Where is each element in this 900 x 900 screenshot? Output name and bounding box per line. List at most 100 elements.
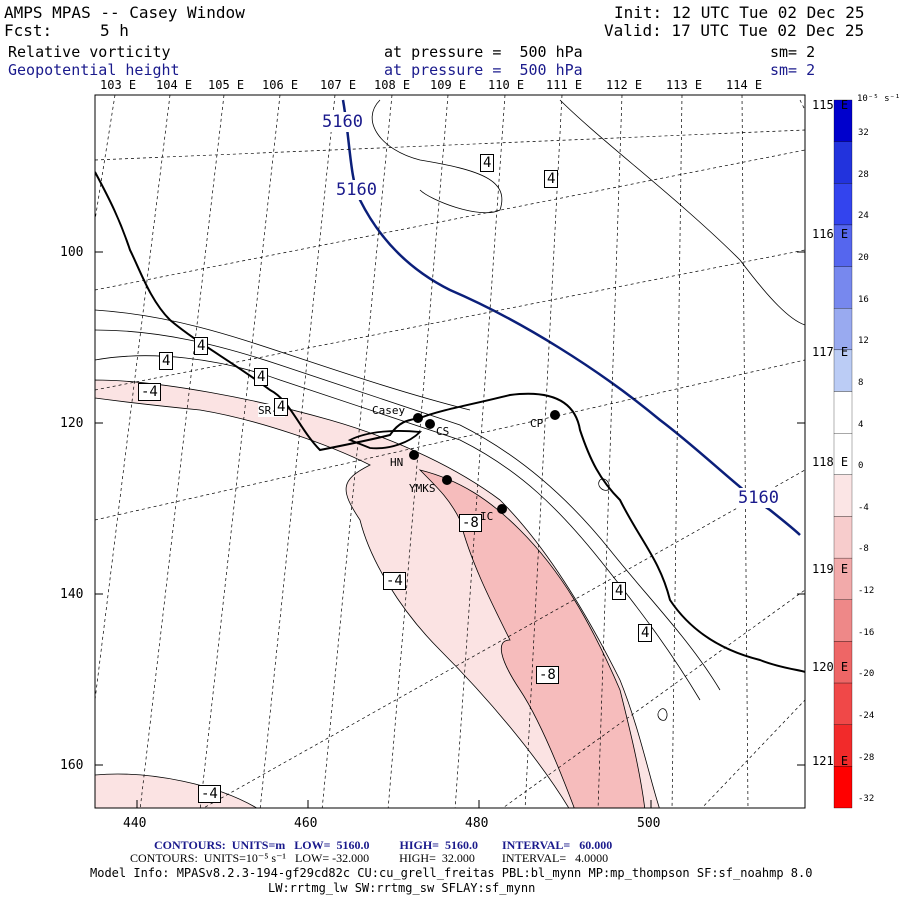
colorbar-tick-label: 4 bbox=[858, 419, 864, 430]
vort-label: 4 bbox=[480, 154, 495, 172]
vort-label: -8 bbox=[536, 666, 559, 684]
vort-label: 4 bbox=[254, 368, 269, 386]
station-marker bbox=[425, 419, 435, 429]
vort-label: -4 bbox=[138, 383, 161, 401]
x-tick-label: 500 bbox=[637, 816, 661, 831]
vort-shade-minus4 bbox=[95, 379, 660, 808]
x-tick-label: 460 bbox=[294, 816, 318, 831]
colorbar-unit: 10⁻⁵ s⁻¹ bbox=[857, 94, 900, 104]
footer-physics-info: LW:rrtmg_lw SW:rrtmg_sw SFLAY:sf_mynn bbox=[268, 881, 536, 895]
colorbar-tick-label: -20 bbox=[858, 669, 875, 680]
lon-label: 108 E bbox=[374, 78, 411, 92]
fcst-label: Fcst: bbox=[4, 21, 53, 40]
lon-label: 112 E bbox=[606, 78, 643, 92]
chart-title: AMPS MPAS -- Casey Window bbox=[4, 3, 245, 22]
vort-label: 4 bbox=[638, 624, 653, 642]
y-tick-label: 160 bbox=[60, 758, 84, 773]
colorbar-tick-label: 12 bbox=[858, 336, 869, 347]
colorbar-swatch bbox=[833, 516, 853, 559]
lon-label: 104 E bbox=[156, 78, 193, 92]
colorbar-tick-label: 20 bbox=[858, 252, 869, 263]
footer-model-info: Model Info: MPASv8.2.3-194-gf29cd82c CU:… bbox=[90, 866, 813, 880]
colorbar-swatch bbox=[833, 682, 853, 725]
vort-label: -4 bbox=[198, 785, 221, 803]
vort-label: 4 bbox=[274, 398, 289, 416]
colorbar-swatch bbox=[833, 766, 853, 809]
x-tick-label: 480 bbox=[465, 816, 489, 831]
station-marker bbox=[550, 410, 560, 420]
field1-smoothing: sm= 2 bbox=[770, 43, 816, 61]
colorbar-tick-label: 0 bbox=[858, 461, 864, 472]
colorbar-swatch bbox=[833, 183, 853, 226]
vort-label: 4 bbox=[612, 582, 627, 600]
station-marker bbox=[413, 413, 423, 423]
lat-label: 117 E bbox=[812, 345, 849, 359]
station-marker bbox=[442, 475, 452, 485]
vort-label: 4 bbox=[544, 170, 559, 188]
colorbar-tick-label: 8 bbox=[858, 377, 864, 388]
vort-label: 4 bbox=[194, 337, 209, 355]
colorbar-tick-label: -8 bbox=[858, 544, 869, 555]
lat-label: 116 E bbox=[812, 227, 849, 241]
x-tick-label: 440 bbox=[123, 816, 147, 831]
fcst-value: 5 h bbox=[100, 21, 129, 40]
lon-label: 111 E bbox=[546, 78, 583, 92]
station-label-hn: HN bbox=[390, 456, 404, 469]
lon-label: 106 E bbox=[262, 78, 299, 92]
field2-smoothing: sm= 2 bbox=[770, 61, 816, 79]
y-tick-label: 120 bbox=[60, 416, 84, 431]
colorbar-tick-label: 32 bbox=[858, 128, 869, 138]
height-label: 5160 bbox=[738, 488, 779, 508]
colorbar-swatch bbox=[833, 599, 853, 642]
field2-name: Geopotential height bbox=[8, 61, 180, 79]
lat-label: 118 E bbox=[812, 455, 849, 469]
colorbar-swatch bbox=[833, 141, 853, 184]
colorbar-swatch bbox=[833, 266, 853, 309]
station-marker bbox=[497, 504, 507, 514]
station-label-cs: CS bbox=[436, 425, 450, 438]
height-label: 5160 bbox=[336, 180, 377, 200]
valid-time: Valid: 17 UTC Tue 02 Dec 25 bbox=[604, 21, 865, 40]
vort-shade-minus8 bbox=[418, 469, 646, 808]
footer-vort-contours: CONTOURS: UNITS=10⁻⁵ s⁻¹ LOW= -32.000 HI… bbox=[130, 851, 609, 865]
colorbar-tick-label: -4 bbox=[858, 502, 869, 513]
vort-label: -8 bbox=[459, 514, 482, 532]
colorbar-tick-label: -16 bbox=[858, 627, 875, 638]
colorbar-tick-label: 16 bbox=[858, 294, 869, 305]
colorbar bbox=[833, 99, 853, 809]
station-label-ymks: YMKS bbox=[409, 482, 436, 495]
station-marker bbox=[409, 450, 419, 460]
colorbar-tick-label: -12 bbox=[858, 586, 875, 597]
field1-name: Relative vorticity bbox=[8, 43, 171, 61]
colorbar-swatch bbox=[833, 391, 853, 434]
lat-label: 121 E bbox=[812, 754, 849, 768]
colorbar-swatch bbox=[833, 474, 853, 517]
plot-frame bbox=[94, 94, 806, 809]
lon-label: 109 E bbox=[430, 78, 467, 92]
station-label-cp: CP bbox=[530, 417, 544, 430]
lon-label: 114 E bbox=[726, 78, 763, 92]
y-tick-label: 100 bbox=[60, 245, 84, 260]
lat-label: 115 E bbox=[812, 98, 849, 112]
colorbar-swatch bbox=[833, 308, 853, 351]
y-tick-label: 140 bbox=[60, 587, 84, 602]
field1-level: at pressure = 500 hPa bbox=[384, 43, 583, 61]
lon-label: 103 E bbox=[100, 78, 137, 92]
lon-label: 110 E bbox=[488, 78, 525, 92]
vort-shade-minus4-south bbox=[95, 773, 258, 808]
colorbar-tick-label: 28 bbox=[858, 169, 869, 180]
lat-label: 120 E bbox=[812, 660, 849, 674]
vort-label: 4 bbox=[159, 352, 174, 370]
footer-height-contours: CONTOURS: UNITS=m LOW= 5160.0 HIGH= 5160… bbox=[154, 838, 613, 852]
colorbar-tick-label: -28 bbox=[858, 752, 875, 763]
lon-label: 113 E bbox=[666, 78, 703, 92]
colorbar-tick-label: -24 bbox=[858, 711, 875, 722]
height-label: 5160 bbox=[322, 112, 363, 132]
vort-label: -4 bbox=[383, 572, 406, 590]
station-label-casey: Casey bbox=[372, 404, 406, 417]
field2-level: at pressure = 500 hPa bbox=[384, 61, 583, 79]
init-time: Init: 12 UTC Tue 02 Dec 25 bbox=[614, 3, 865, 22]
station-label-ic: IC bbox=[480, 510, 494, 523]
lat-label: 119 E bbox=[812, 562, 849, 576]
